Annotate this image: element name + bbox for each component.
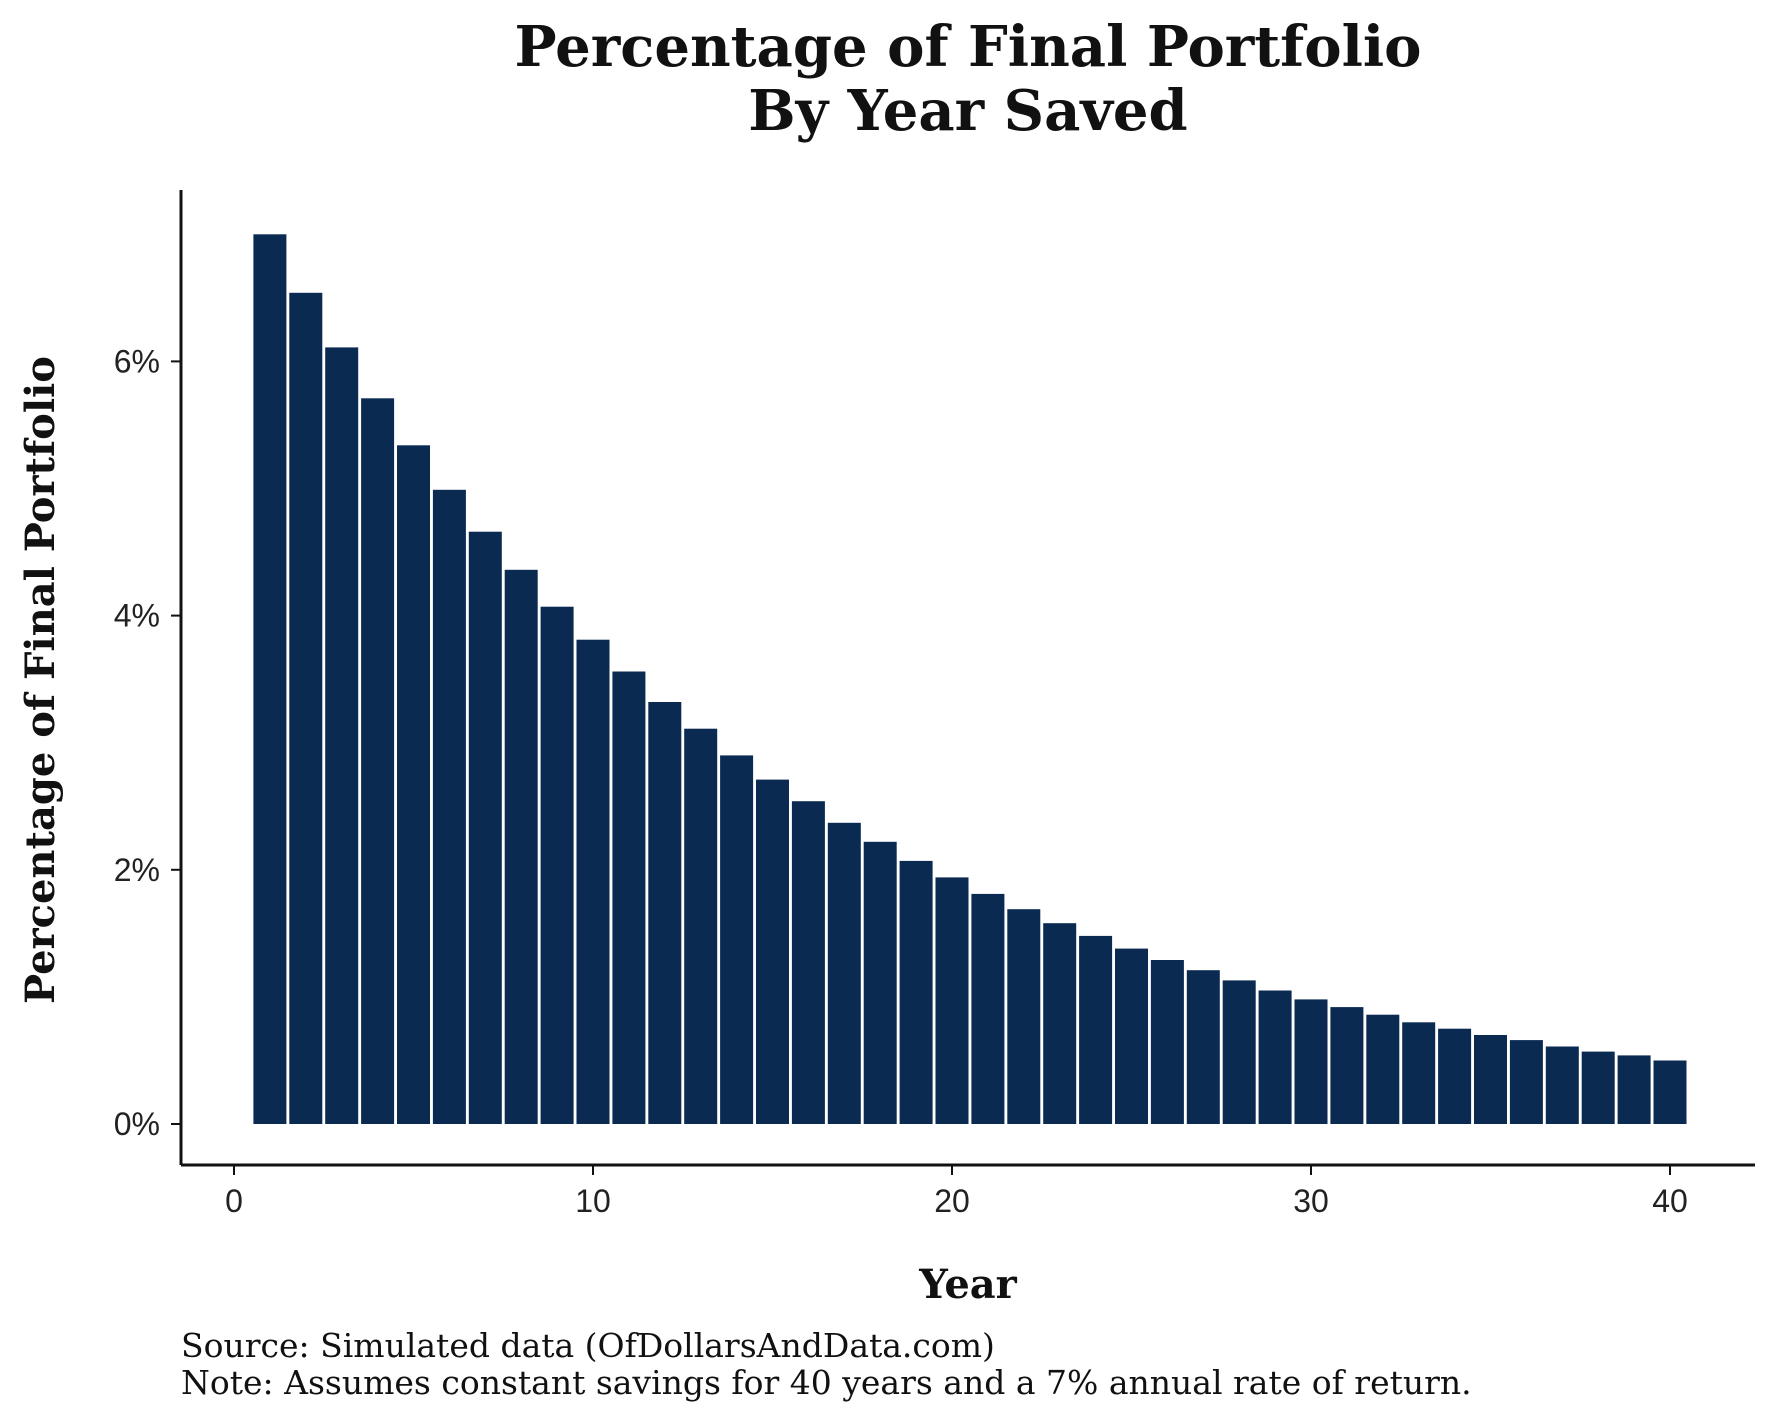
bar-year-35 — [1474, 1035, 1507, 1124]
bar-year-36 — [1509, 1040, 1543, 1124]
bar-year-9 — [540, 606, 574, 1124]
bars-group — [253, 234, 1687, 1125]
bar-year-31 — [1330, 1007, 1364, 1124]
bar-year-34 — [1438, 1028, 1472, 1124]
y-tick-label: 4% — [114, 598, 160, 634]
bar-year-24 — [1079, 935, 1113, 1124]
chart-subtitle: By Year Saved — [748, 78, 1187, 144]
y-axis-title: Percentage of Final Portfolio — [17, 356, 64, 1004]
bar-year-23 — [1043, 923, 1077, 1124]
y-tick-label: 6% — [114, 343, 160, 379]
source-note: Source: Simulated data (OfDollarsAndData… — [181, 1326, 995, 1365]
bar-year-7 — [468, 531, 502, 1124]
bar-year-17 — [827, 822, 861, 1124]
bar-year-37 — [1545, 1046, 1579, 1124]
bar-year-4 — [361, 398, 395, 1124]
bar-year-26 — [1150, 960, 1184, 1124]
chart-title: Percentage of Final Portfolio — [514, 14, 1421, 80]
y-tick-label: 0% — [114, 1106, 160, 1142]
bar-year-22 — [1007, 909, 1041, 1124]
x-tick-label: 0 — [225, 1183, 243, 1219]
bar-year-5 — [397, 445, 430, 1124]
y-ticks-group: 0% 2% 4% 6% — [114, 343, 181, 1142]
bar-year-21 — [971, 893, 1005, 1124]
y-tick-label: 2% — [114, 852, 160, 888]
bar-year-12 — [648, 702, 682, 1124]
bar-year-1 — [253, 234, 287, 1125]
bar-year-14 — [720, 755, 754, 1124]
bar-year-33 — [1402, 1022, 1436, 1124]
bar-year-2 — [289, 292, 323, 1124]
x-axis-title: Year — [918, 1261, 1017, 1308]
x-tick-label: 30 — [1293, 1183, 1329, 1219]
bar-year-27 — [1186, 970, 1220, 1124]
x-ticks-group: 0 10 20 30 40 — [225, 1165, 1688, 1219]
bar-year-25 — [1115, 948, 1148, 1124]
bar-year-29 — [1258, 990, 1292, 1124]
bar-year-19 — [899, 860, 933, 1124]
bar-year-8 — [504, 569, 538, 1124]
x-tick-label: 40 — [1652, 1183, 1688, 1219]
x-tick-label: 10 — [575, 1183, 611, 1219]
bar-year-18 — [863, 841, 897, 1124]
bar-year-38 — [1581, 1051, 1615, 1124]
bar-year-30 — [1294, 999, 1328, 1124]
bar-year-3 — [325, 347, 359, 1124]
bar-year-20 — [935, 877, 969, 1124]
bar-year-10 — [576, 639, 610, 1124]
assumption-note: Note: Assumes constant savings for 40 ye… — [181, 1363, 1472, 1402]
bar-year-40 — [1653, 1060, 1687, 1124]
bar-year-15 — [756, 779, 789, 1124]
bar-year-11 — [612, 671, 646, 1124]
bar-year-32 — [1366, 1014, 1400, 1124]
bar-year-39 — [1617, 1055, 1651, 1124]
bar-year-6 — [432, 489, 466, 1124]
bar-year-16 — [791, 801, 825, 1124]
bar-year-13 — [684, 728, 718, 1124]
bar-year-28 — [1222, 980, 1256, 1124]
x-tick-label: 20 — [934, 1183, 970, 1219]
